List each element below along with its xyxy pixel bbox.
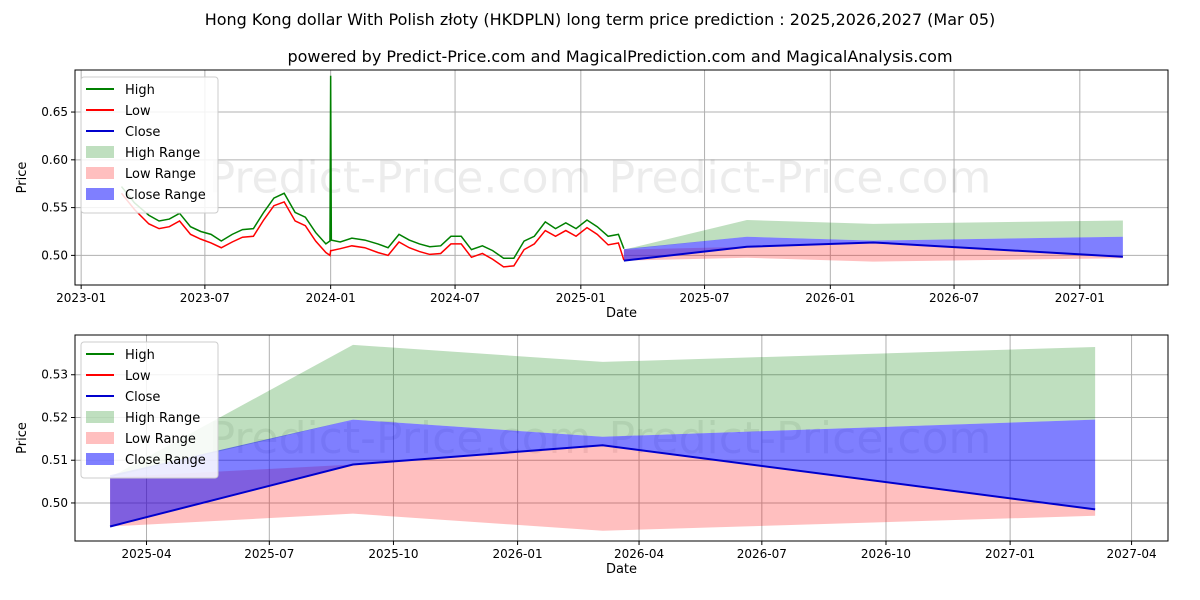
x-axis-label: Date bbox=[606, 562, 637, 577]
legend-swatch bbox=[86, 411, 114, 423]
legend-label: High bbox=[125, 348, 155, 363]
legend-label: Low bbox=[125, 104, 151, 119]
x-tick-label: 2026-01 bbox=[493, 547, 543, 561]
x-tick-label: 2023-01 bbox=[56, 291, 106, 305]
y-tick-label: 0.52 bbox=[41, 410, 68, 424]
legend-label: Close Range bbox=[125, 453, 206, 468]
x-tick-label: 2024-01 bbox=[306, 291, 356, 305]
y-tick-label: 0.50 bbox=[41, 248, 68, 262]
x-tick-label: 2023-07 bbox=[180, 291, 230, 305]
close-range-band bbox=[110, 419, 1096, 527]
x-tick-label: 2025-07 bbox=[244, 547, 294, 561]
y-tick-label: 0.50 bbox=[41, 496, 68, 510]
plot-frame bbox=[74, 69, 1169, 286]
legend-label: Close bbox=[125, 125, 160, 140]
high-line bbox=[120, 75, 625, 259]
high-range-band bbox=[623, 220, 1123, 250]
watermark: Predict-Price.com bbox=[209, 153, 592, 204]
y-tick-label: 0.55 bbox=[41, 201, 68, 215]
x-tick-label: 2025-01 bbox=[556, 291, 606, 305]
low-range-band bbox=[110, 445, 1096, 531]
legend-label: Close bbox=[125, 390, 160, 405]
legend-box bbox=[80, 341, 219, 479]
legend-label: Low Range bbox=[125, 432, 196, 447]
x-tick-label: 2025-07 bbox=[679, 291, 729, 305]
chart-title: Hong Kong dollar With Polish złoty (HKDP… bbox=[205, 10, 996, 29]
x-tick-label: 2026-10 bbox=[861, 547, 911, 561]
chart-subtitle: powered by Predict-Price.com and Magical… bbox=[287, 47, 952, 66]
y-tick-label: 0.51 bbox=[41, 453, 68, 467]
legend: High Low Close High Range Low Range Close Ran… bbox=[80, 341, 219, 479]
x-tick-label: 2026-01 bbox=[805, 291, 855, 305]
x-tick-label: 2026-04 bbox=[614, 547, 664, 561]
x-tick-label: 2026-07 bbox=[929, 291, 979, 305]
close-line bbox=[623, 241, 1123, 262]
y-axis-label: Price bbox=[15, 162, 30, 194]
legend-label: High bbox=[125, 83, 155, 98]
legend-label: High Range bbox=[125, 411, 200, 426]
close-line bbox=[109, 444, 1096, 528]
legend: High Low Close High Range Low Range Close Ran… bbox=[80, 76, 219, 214]
legend-label: Low bbox=[125, 369, 151, 384]
x-tick-label: 2026-07 bbox=[737, 547, 787, 561]
legend-box bbox=[80, 76, 219, 214]
y-axis-label: Price bbox=[15, 422, 30, 454]
close-range-band bbox=[623, 236, 1123, 261]
y-tick-label: 0.60 bbox=[41, 153, 68, 167]
low-line bbox=[120, 192, 625, 268]
high-range-band bbox=[110, 344, 1096, 478]
x-tick-label: 2024-07 bbox=[430, 291, 480, 305]
legend-label: Close Range bbox=[125, 188, 206, 203]
legend-swatch bbox=[86, 432, 114, 444]
y-tick-label: 0.65 bbox=[41, 105, 68, 119]
watermark: Predict-Price.com bbox=[609, 153, 992, 204]
legend-swatch bbox=[86, 167, 114, 179]
x-tick-label: 2025-04 bbox=[121, 547, 171, 561]
x-tick-label: 2027-01 bbox=[1055, 291, 1105, 305]
x-axis-label: Date bbox=[606, 306, 637, 321]
y-tick-label: 0.53 bbox=[41, 368, 68, 382]
plot-frame bbox=[74, 334, 1169, 542]
legend-swatch bbox=[86, 188, 114, 200]
legend-swatch bbox=[86, 146, 114, 158]
plot-panel-1: 2025-04 2025-07 2025-10 2026-01 2026-04 2026-… bbox=[15, 334, 1169, 577]
plot-panel-0: 2023-01 2023-07 2024-01 2024-07 2025-01 2025-… bbox=[15, 69, 1169, 321]
x-tick-label: 2027-04 bbox=[1106, 547, 1156, 561]
x-tick-label: 2027-01 bbox=[985, 547, 1035, 561]
legend-label: Low Range bbox=[125, 167, 196, 182]
x-tick-label: 2025-10 bbox=[368, 547, 418, 561]
legend-swatch bbox=[86, 453, 114, 465]
legend-label: High Range bbox=[125, 146, 200, 161]
